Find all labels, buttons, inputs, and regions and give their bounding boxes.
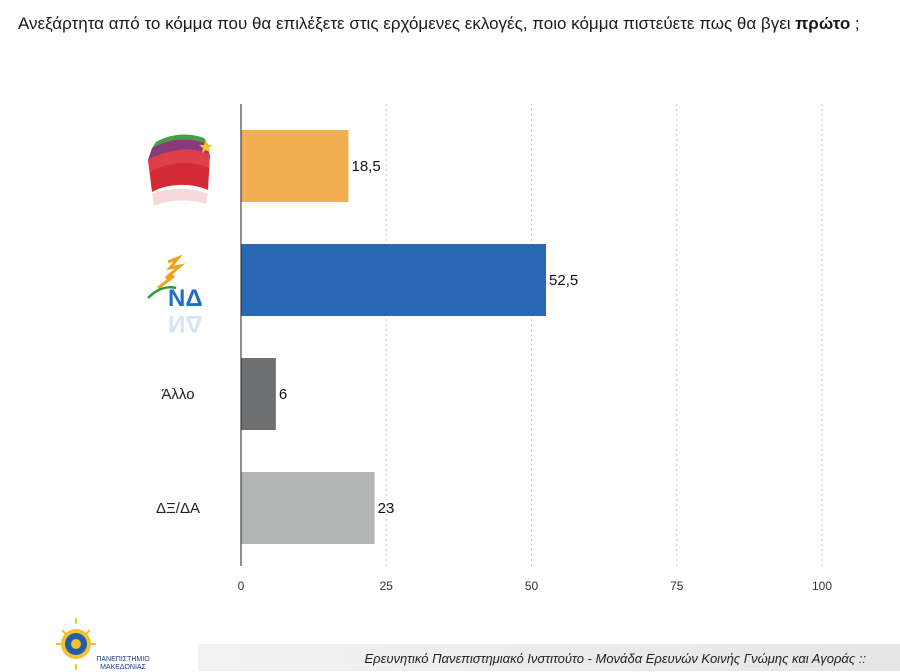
question-text: Ανεξάρτητα από το κόμμα που θα επιλέξετε…: [18, 12, 878, 36]
footer-institute: Ερευνητικό Πανεπιστημιακό Ινστιτούτο - Μ…: [364, 651, 866, 666]
question-emphasis: πρώτο: [795, 14, 851, 33]
bar-chart: 18,5 52,5 6 23 0 25 50 75 100 Άλλο ΔΞ/ΔΑ ΝΔ ΝΔ: [147, 104, 833, 593]
x-tick-label: 50: [525, 579, 539, 593]
syriza-logo-icon: [148, 134, 213, 206]
bar: [241, 472, 375, 544]
bars: 18,5 52,5 6 23: [241, 130, 578, 544]
bar-value-label: 52,5: [549, 272, 578, 289]
bar-value-label: 18,5: [351, 158, 380, 175]
x-axis-ticks: 0 25 50 75 100: [238, 579, 833, 593]
nd-logo-text: ΝΔ: [168, 285, 203, 312]
x-tick-label: 75: [670, 579, 684, 593]
question-prefix: Ανεξάρτητα από το κόμμα που θα επιλέξετε…: [18, 14, 796, 33]
footer-band: [198, 644, 900, 671]
category-label: Άλλο: [161, 386, 194, 403]
nd-logo-icon: ΝΔ ΝΔ: [147, 254, 203, 337]
x-tick-label: 100: [812, 579, 832, 593]
category-label: ΔΞ/ΔΑ: [156, 500, 200, 517]
x-tick-label: 25: [380, 579, 394, 593]
bar: [241, 244, 547, 316]
x-tick-label: 0: [238, 579, 245, 593]
bar-value-label: 23: [378, 500, 395, 517]
nd-logo-reflection: ΝΔ: [168, 310, 203, 337]
bar: [241, 358, 276, 430]
category-labels: Άλλο ΔΞ/ΔΑ: [156, 386, 200, 517]
university-name: ΠΑΝΕΠΙΣΤΗΜΙΟ ΜΑΚΕΔΟΝΙΑΣ: [96, 656, 150, 671]
university-seal-icon: [56, 618, 96, 670]
bar-value-label: 6: [279, 386, 287, 403]
grid-lines: [385, 104, 823, 566]
bar: [241, 130, 349, 202]
question-suffix: ;: [850, 14, 860, 33]
